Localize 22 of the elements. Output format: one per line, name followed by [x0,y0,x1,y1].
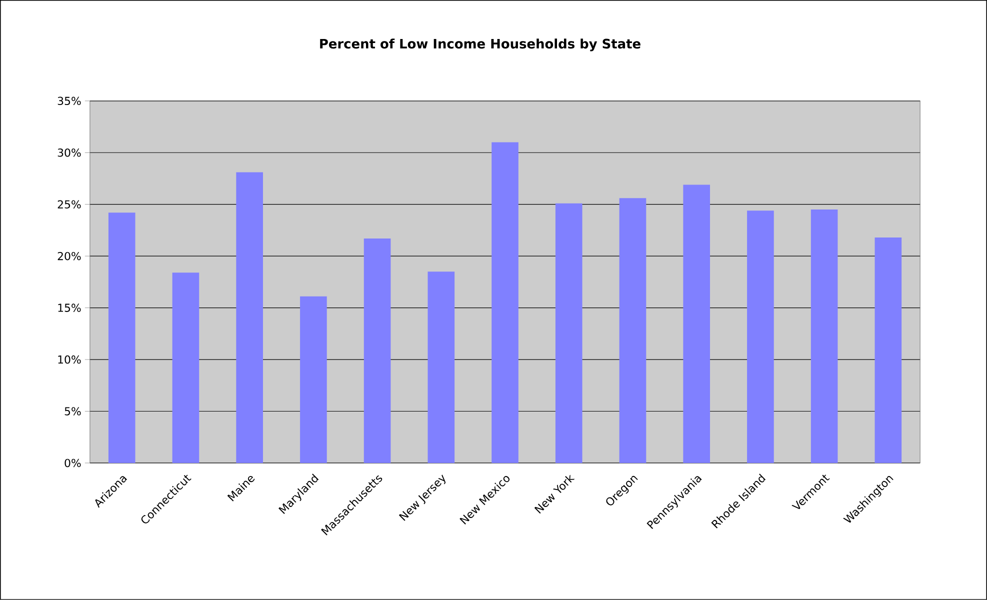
bar [236,172,263,464]
y-tick-label: 20% [58,252,81,260]
y-tick-label: 15% [58,304,81,312]
bar [364,238,391,464]
bar [683,184,710,464]
y-tick-label: 35% [58,96,81,106]
y-tick-label: 25% [58,200,81,209]
y-tick-label: 5% [64,407,81,416]
bar [300,296,327,464]
bar [492,142,518,464]
bar [108,212,136,464]
bar [810,210,838,464]
chart-title: Percent of Low Income Households by State [320,38,640,52]
bar [874,238,902,464]
bar [747,210,774,464]
bar [172,272,200,464]
y-tick-label: 30% [58,148,81,157]
bar [619,198,646,464]
bar [555,203,582,464]
y-tick-label: 0% [64,458,81,468]
bar [428,272,455,464]
y-tick-label: 10% [58,355,81,364]
